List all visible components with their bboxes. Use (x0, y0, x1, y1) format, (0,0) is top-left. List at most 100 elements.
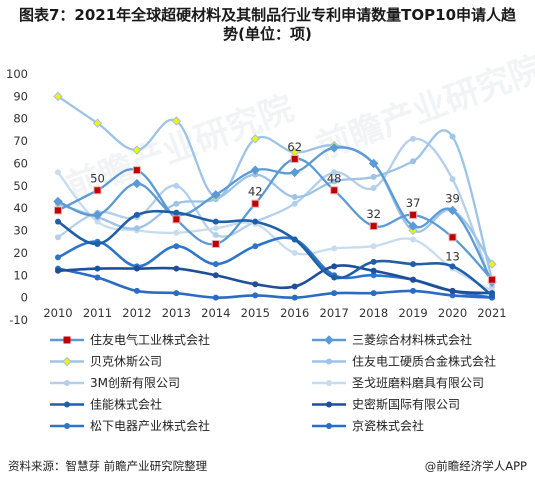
data-point (330, 186, 339, 195)
data-point (331, 178, 338, 185)
data-point (410, 135, 417, 142)
data-point (252, 243, 259, 250)
series-line (56, 209, 494, 297)
data-point (53, 196, 63, 207)
data-point (92, 210, 103, 220)
data-point (212, 232, 219, 239)
data-point (409, 210, 418, 219)
x-tick-label: 2016 (280, 306, 309, 320)
data-point (291, 249, 298, 256)
x-tick-label: 2015 (241, 306, 270, 320)
data-point (331, 274, 338, 281)
data-point (252, 281, 259, 288)
data-label: 13 (445, 250, 460, 264)
x-tick-label: 2017 (320, 306, 349, 320)
data-point (133, 211, 140, 218)
data-point (370, 272, 377, 279)
data-point (252, 292, 259, 299)
y-tick-label: 100 (6, 67, 28, 81)
x-tick-label: 2019 (398, 306, 427, 320)
data-point (94, 274, 101, 281)
series-line (56, 264, 494, 295)
data-point (211, 239, 220, 248)
data-point (55, 169, 61, 176)
data-point (290, 154, 299, 163)
data-point (92, 118, 103, 128)
data-point (94, 265, 101, 272)
legend-label: 住友电气工业株式会社 (90, 332, 210, 347)
data-point (449, 176, 456, 183)
series-line (56, 129, 494, 281)
legend-marker (326, 358, 332, 365)
x-tick-label: 2021 (477, 306, 506, 320)
data-point (408, 221, 418, 231)
y-tick-label: 30 (13, 224, 28, 238)
data-point (55, 254, 61, 261)
data-point (173, 265, 180, 272)
data-point (211, 190, 221, 200)
data-label: 32 (366, 207, 381, 221)
data-point (370, 173, 377, 180)
data-point (173, 200, 180, 207)
y-tick-label: 20 (13, 246, 28, 260)
data-point (251, 199, 260, 208)
legend-label: 住友电工硬质合金株式会社 (352, 354, 496, 369)
y-tick-label: 10 (13, 268, 28, 282)
legend-marker (326, 401, 332, 408)
data-label: 42 (248, 185, 263, 199)
data-point (410, 287, 417, 294)
line-chart: -10 0 10 20 30 40 50 60 70 80 90 100 2010 2011 2012 201… (6, 67, 507, 433)
legend-marker (64, 401, 70, 408)
series-line (56, 267, 494, 299)
data-point (331, 263, 338, 270)
data-point (133, 265, 140, 272)
data-point (212, 294, 219, 301)
data-point (55, 267, 61, 274)
x-tick-label: 2012 (122, 306, 151, 320)
legend-label: 京瓷株式会社 (352, 418, 424, 433)
data-point (449, 133, 456, 140)
y-tick-label: 60 (13, 156, 28, 170)
data-point (449, 287, 456, 294)
data-point (449, 292, 456, 299)
data-point (93, 186, 102, 195)
source-note: 资料来源：智慧芽 前瞻产业研究院整理 (8, 459, 208, 473)
data-point (132, 166, 141, 175)
legend-marker (326, 423, 332, 429)
data-point (331, 169, 338, 176)
x-tick-label: 2013 (162, 306, 191, 320)
data-point (410, 158, 417, 165)
data-point (331, 290, 338, 297)
data-point (133, 225, 140, 232)
data-point (291, 194, 298, 200)
y-tick-label: 40 (13, 201, 28, 215)
y-tick-label: 90 (13, 89, 28, 103)
data-point (54, 206, 62, 215)
legend-label: 佳能株式会社 (90, 397, 162, 412)
data-label: 37 (406, 196, 421, 210)
y-tick-label: -10 (9, 313, 28, 327)
data-point (172, 215, 181, 224)
chart-title: 图表7：2021年全球超硬材料及其制品行业专利申请数量TOP10申请人趋势(单位… (18, 6, 517, 43)
data-label: 62 (287, 140, 302, 154)
legend-marker (64, 380, 70, 386)
data-point (370, 185, 377, 192)
legend-marker (63, 336, 71, 344)
y-tick-label: 80 (13, 112, 28, 126)
data-point (331, 245, 338, 252)
legend-label: 3M创新有限公司 (90, 375, 180, 390)
data-point (447, 205, 458, 216)
data-point (291, 236, 298, 243)
data-point (250, 134, 260, 144)
brand-note: @前瞻经济学人APP (424, 459, 527, 473)
legend-label: 贝克休斯公司 (90, 355, 162, 369)
x-tick-label: 2018 (359, 306, 388, 320)
data-point (94, 218, 101, 225)
x-tick-label: 2011 (83, 306, 112, 320)
data-point (410, 236, 417, 243)
data-label: 48 (327, 171, 342, 185)
y-tick-label: 0 (21, 291, 28, 305)
data-point (370, 243, 377, 250)
data-point (449, 263, 456, 270)
data-point (489, 292, 495, 299)
